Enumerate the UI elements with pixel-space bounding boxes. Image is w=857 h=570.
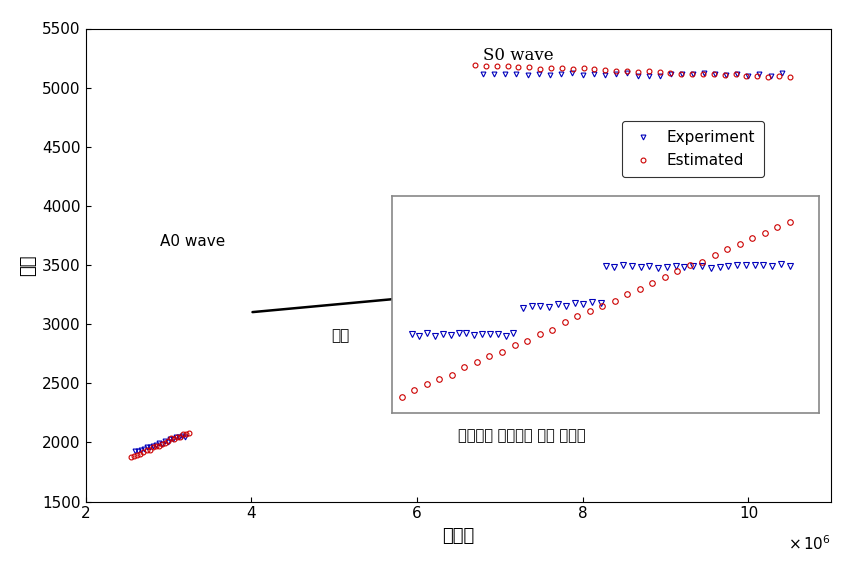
Y-axis label: 속도: 속도 bbox=[19, 254, 37, 276]
Text: 확대: 확대 bbox=[332, 328, 350, 344]
Text: S0 wave: S0 wave bbox=[482, 47, 554, 64]
Text: 실험값은 구간별로 거의 직선임: 실험값은 구간별로 거의 직선임 bbox=[458, 428, 586, 443]
X-axis label: 주파수: 주파수 bbox=[442, 527, 475, 545]
Text: $\times\,10^6$: $\times\,10^6$ bbox=[788, 535, 831, 553]
Legend: Experiment, Estimated: Experiment, Estimated bbox=[622, 121, 764, 177]
Text: 이론값은 부드럽게 증가양상을 보이는데: 이론값은 부드럽게 증가양상을 보이는데 bbox=[458, 381, 621, 396]
Text: A0 wave: A0 wave bbox=[160, 234, 225, 249]
